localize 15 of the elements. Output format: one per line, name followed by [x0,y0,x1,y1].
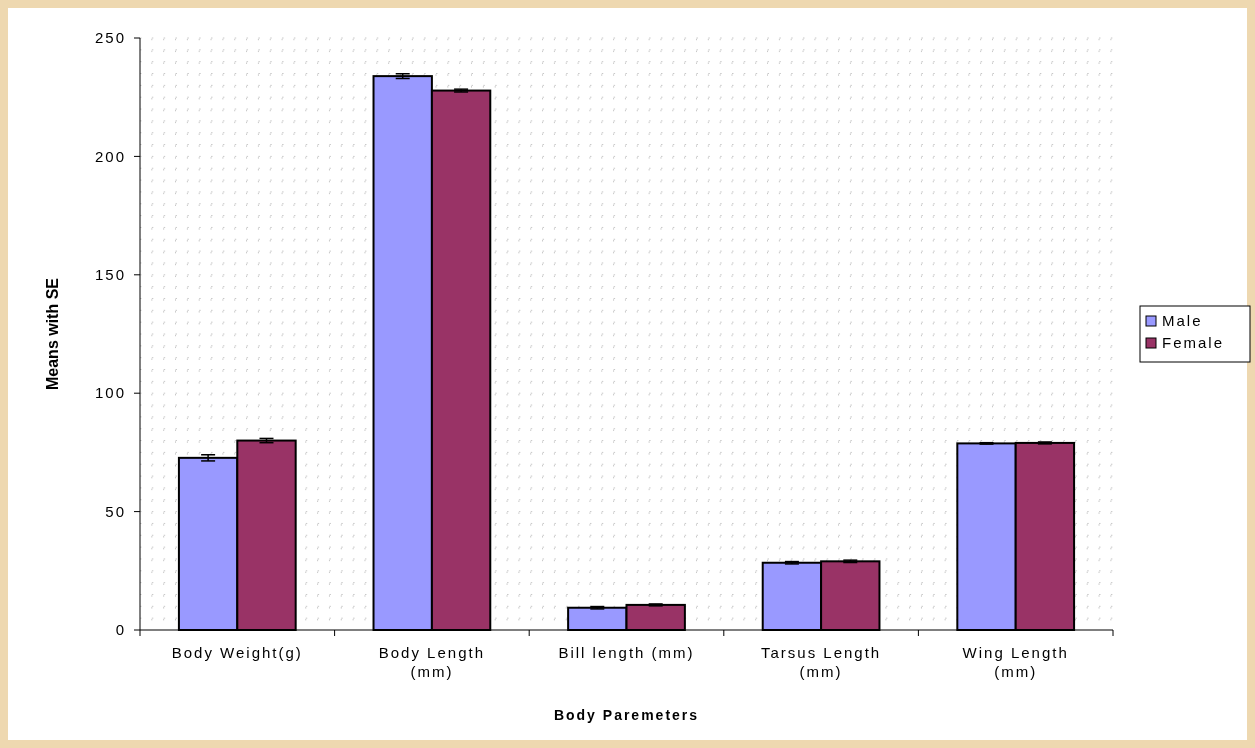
y-tick-label: 0 [115,621,126,639]
legend-label: Female [1162,334,1225,352]
x-tick-label: Body Length (mm) [378,644,486,680]
y-axis-title: Means with SE [44,277,61,391]
x-tick-label: Tarsus Length (mm) [760,644,882,680]
y-tick-label: 250 [94,29,126,47]
x-tick-label: Bill length (mm) [558,644,695,661]
y-tick-label: 50 [105,502,126,520]
x-tick-label: Body Weight(g) [171,644,303,661]
y-tick-label: 200 [94,147,126,165]
x-axis-title: Body Paremeters [553,707,700,723]
x-tick-label: Wing Length (mm) [962,644,1069,680]
y-tick-label: 150 [94,266,126,284]
y-tick-label: 100 [94,384,126,402]
legend-label: Male [1162,312,1203,330]
